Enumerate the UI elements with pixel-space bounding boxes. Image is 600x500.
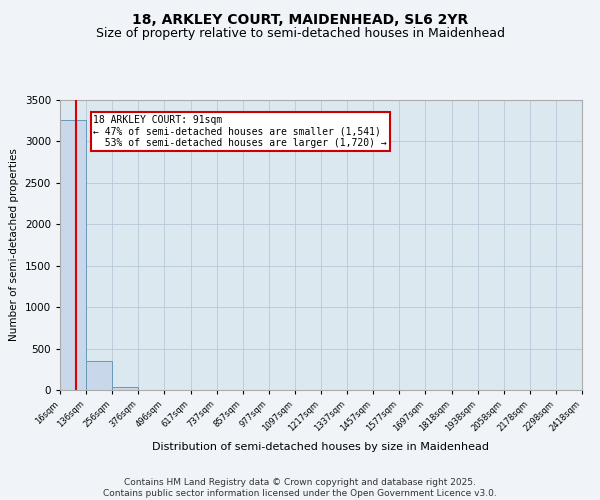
Text: 18, ARKLEY COURT, MAIDENHEAD, SL6 2YR: 18, ARKLEY COURT, MAIDENHEAD, SL6 2YR [132,12,468,26]
Text: Contains HM Land Registry data © Crown copyright and database right 2025.
Contai: Contains HM Land Registry data © Crown c… [103,478,497,498]
Text: Distribution of semi-detached houses by size in Maidenhead: Distribution of semi-detached houses by … [152,442,490,452]
Text: 18 ARKLEY COURT: 91sqm
← 47% of semi-detached houses are smaller (1,541)
  53% o: 18 ARKLEY COURT: 91sqm ← 47% of semi-det… [94,115,387,148]
Bar [112,386,138,390]
Y-axis label: Number of semi-detached properties: Number of semi-detached properties [9,148,19,342]
Bar [86,361,112,390]
Text: Size of property relative to semi-detached houses in Maidenhead: Size of property relative to semi-detach… [95,28,505,40]
Bar [60,120,86,390]
